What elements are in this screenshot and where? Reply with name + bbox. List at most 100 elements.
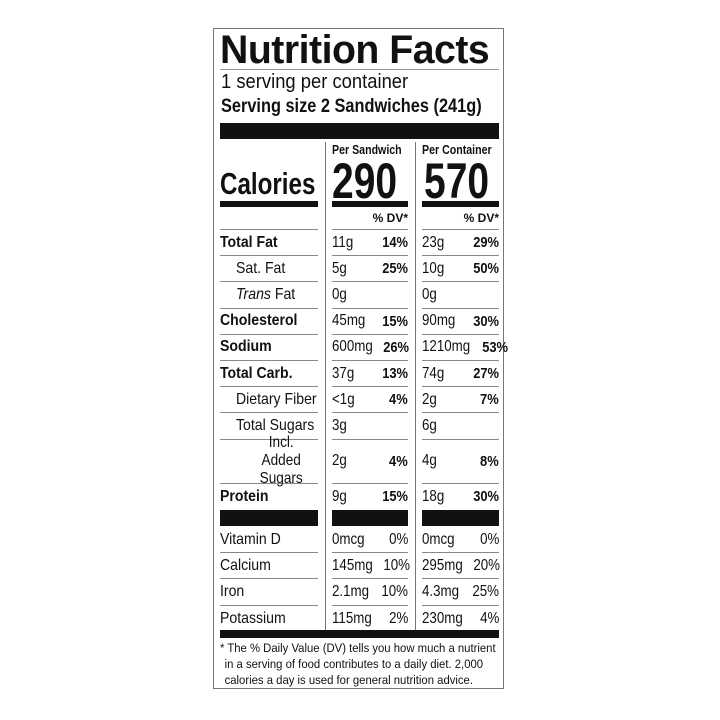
percent-dv: 13% — [382, 365, 408, 383]
amount: 600mg — [332, 338, 373, 356]
percent-dv: 25% — [472, 582, 499, 600]
percent-dv: 15% — [382, 312, 408, 330]
percent-dv: 10% — [381, 582, 408, 600]
amount: 90mg — [422, 312, 456, 330]
thick-divider — [332, 510, 408, 526]
nutrient-row: Trans Fat 0g 0g — [0, 282, 720, 309]
per-sandwich-cell: 145mg 10% — [332, 553, 411, 580]
percent-dv: 53% — [482, 338, 509, 356]
per-container-cell: 1210mg 53% — [422, 335, 508, 361]
amount: 1210mg — [422, 338, 471, 356]
per-sandwich-header: Per Sandwich — [332, 143, 402, 157]
footnote-line: calories a day is used for general nutri… — [224, 673, 473, 687]
name-cell: Potassium — [220, 606, 318, 632]
per-container-cell: 230mg 4% — [422, 606, 499, 632]
amount: 3g — [332, 416, 347, 434]
medium-divider — [220, 201, 318, 207]
nutrient-name: Iron — [220, 582, 245, 600]
amount: 2g — [332, 452, 347, 470]
per-sandwich-cell: 0g — [332, 282, 408, 309]
amount: 0mcg — [422, 530, 455, 548]
column-divider — [415, 142, 416, 630]
nutrient-row: Vitamin D 0mcg 0% 0mcg 0% — [0, 527, 720, 554]
amount: 0g — [422, 285, 437, 303]
medium-divider — [332, 201, 408, 207]
percent-dv: 10% — [383, 556, 411, 574]
nutrient-name: Protein — [220, 487, 269, 505]
nutrient-row: Protein 9g 15% 18g 30% — [0, 484, 720, 510]
percent-dv: 29% — [473, 234, 499, 252]
per-sandwich-cell: 0mcg 0% — [332, 527, 408, 554]
dv-header: % DV* — [463, 211, 499, 225]
amount: 2.1mg — [332, 582, 370, 600]
per-container-cell: 4.3mg 25% — [422, 579, 499, 606]
name-cell: Protein — [220, 484, 318, 510]
percent-dv: 0% — [479, 530, 499, 548]
per-container-cell: 23g 29% — [422, 230, 499, 257]
amount: 5g — [332, 259, 347, 277]
percent-dv: 15% — [382, 488, 408, 506]
nutrient-name: Sodium — [220, 338, 272, 356]
amount: 0mcg — [332, 530, 365, 548]
name-cell: Sat. Fat — [220, 256, 318, 283]
amount: 115mg — [332, 609, 372, 627]
amount: 37g — [332, 364, 355, 382]
per-container-header: Per Container — [422, 143, 492, 157]
servings-per-container: 1 serving per container — [221, 71, 409, 93]
footnote-line: in a serving of food contributes to a da… — [224, 657, 484, 671]
nutrient-row: Dietary Fiber <1g 4% 2g 7% — [0, 387, 720, 414]
nutrient-row: Total Sugars 3g 6g — [0, 413, 720, 440]
nutrient-name: Sat. Fat — [236, 259, 286, 277]
name-cell: Total Fat — [220, 230, 318, 257]
amount: 45mg — [332, 312, 366, 330]
nutrient-row: Total Carb. 37g 13% 74g 27% — [0, 361, 720, 388]
amount: 145mg — [332, 556, 373, 574]
nutrient-row: Total Fat 11g 14% 23g 29% — [0, 230, 720, 257]
percent-dv: 30% — [473, 488, 499, 506]
label-title: Nutrition Facts — [220, 28, 490, 72]
amount: 4.3mg — [422, 582, 460, 600]
per-sandwich-cell: 9g 15% — [332, 484, 408, 510]
amount: 10g — [422, 259, 445, 277]
nutrition-label — [213, 28, 504, 689]
nutrient-row: Calcium 145mg 10% 295mg 20% — [0, 553, 720, 580]
amount: 0g — [332, 285, 347, 303]
calories-per-sandwich: 290 — [332, 153, 398, 209]
nutrient-row: Cholesterol 45mg 15% 90mg 30% — [0, 309, 720, 335]
thick-divider — [220, 123, 499, 139]
name-cell: Total Sugars — [220, 413, 318, 440]
divider — [220, 69, 499, 70]
divider — [422, 229, 499, 230]
per-sandwich-cell: 3g — [332, 413, 408, 440]
nutrient-name: Cholesterol — [220, 312, 298, 330]
per-sandwich-cell: 115mg 2% — [332, 606, 408, 632]
name-cell: Incl. Added Sugars — [220, 434, 318, 487]
per-container-cell: 74g 27% — [422, 361, 499, 388]
name-cell: Iron — [220, 579, 318, 606]
percent-dv: 27% — [473, 365, 499, 383]
percent-dv: 25% — [382, 260, 408, 278]
per-sandwich-cell: 45mg 15% — [332, 309, 408, 335]
per-container-cell: 2g 7% — [422, 387, 499, 414]
percent-dv: 8% — [480, 452, 499, 470]
percent-dv: 4% — [389, 452, 408, 470]
percent-dv: 4% — [479, 609, 499, 627]
amount: 295mg — [422, 556, 463, 574]
per-sandwich-cell: 5g 25% — [332, 256, 408, 283]
nutrient-row: Sodium 600mg 26% 1210mg 53% — [0, 335, 720, 361]
percent-dv: 4% — [389, 391, 408, 409]
amount: <1g — [332, 390, 355, 408]
nutrient-row: Incl. Added Sugars 2g 4% 4g 8% — [0, 434, 720, 487]
nutrient-name: Total Carb. — [220, 364, 293, 382]
percent-dv: 50% — [473, 260, 499, 278]
name-cell: Cholesterol — [220, 309, 318, 335]
medium-divider — [422, 201, 499, 207]
name-cell: Total Carb. — [220, 361, 318, 388]
percent-dv: 7% — [480, 391, 499, 409]
per-container-cell: 6g — [422, 413, 499, 440]
serving-size: Serving size 2 Sandwiches (241g) — [221, 96, 482, 117]
per-container-cell: 90mg 30% — [422, 309, 499, 335]
thick-divider — [220, 630, 499, 638]
percent-dv: 14% — [382, 234, 408, 252]
footnote-line: * The % Daily Value (DV) tells you how m… — [220, 641, 496, 655]
